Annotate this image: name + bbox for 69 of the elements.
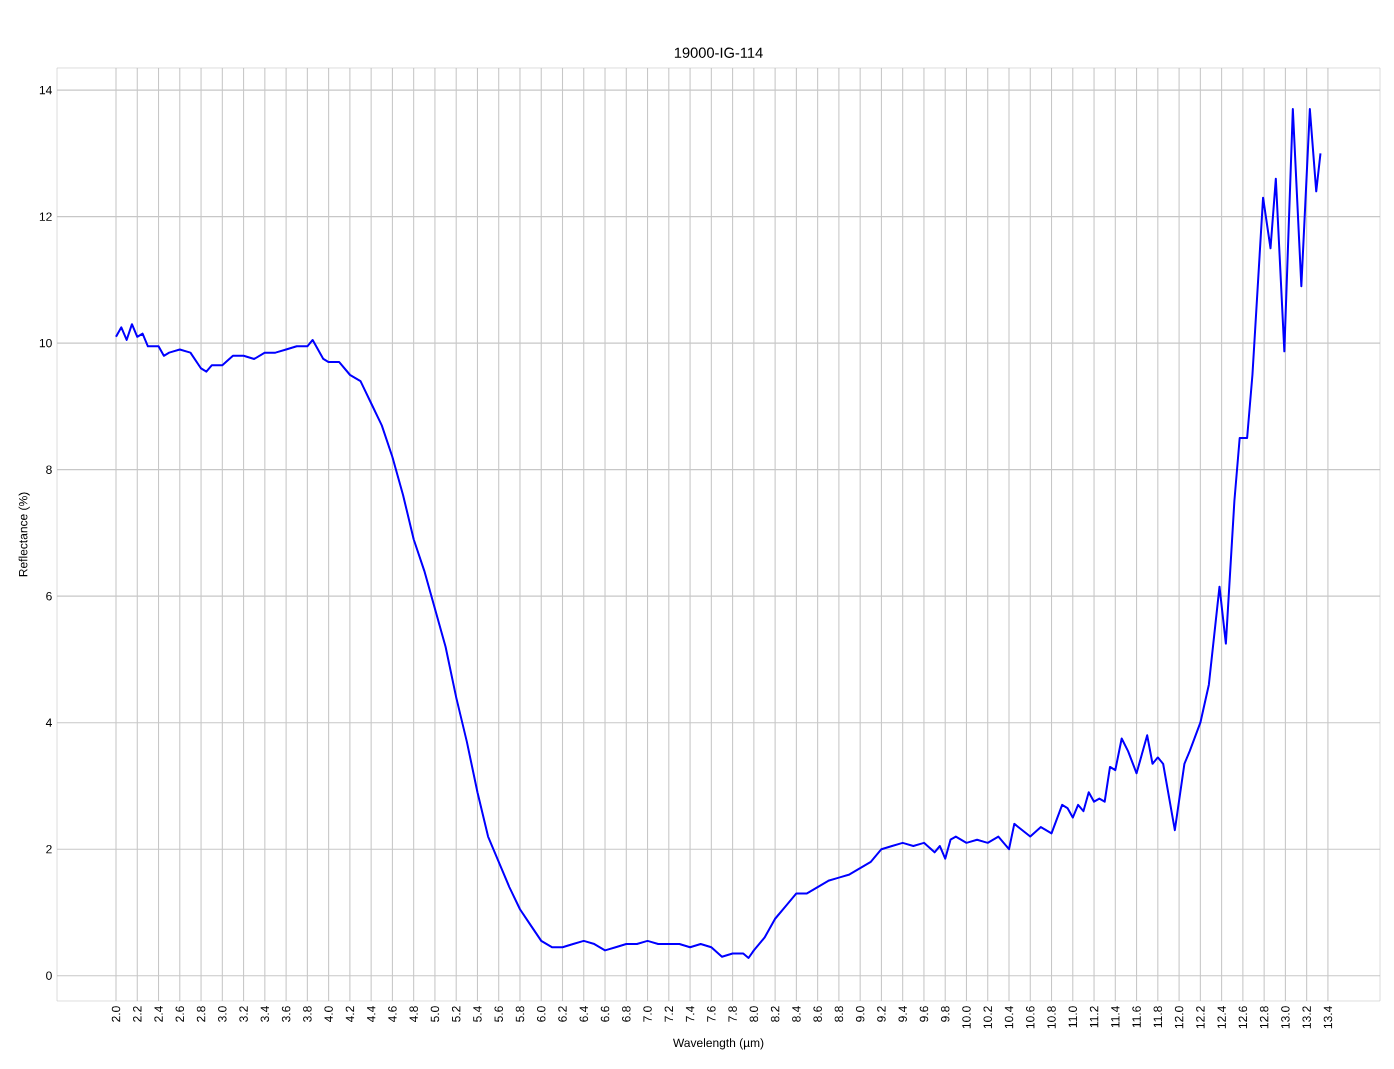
x-tick-label: 2.4: [154, 1006, 163, 1022]
x-tick-label: 3.4: [260, 1006, 270, 1022]
x-tick-label: 11.4: [1111, 1006, 1120, 1028]
x-tick-label: 12.8: [1259, 1006, 1269, 1029]
x-tick-label: 7.2: [664, 1006, 673, 1022]
y-tick-label: 8: [46, 465, 52, 474]
x-tick-label: 9.4: [898, 1006, 907, 1022]
y-tick-label: 14: [39, 85, 52, 95]
x-tick-label: 12.6: [1238, 1006, 1248, 1029]
x-tick-label: 6.2: [558, 1006, 567, 1022]
x-tick-label: 5.8: [515, 1006, 525, 1022]
x-tick-label: 10.8: [1047, 1006, 1056, 1029]
x-tick-label: 10.2: [983, 1006, 992, 1029]
x-tick-label: 12.4: [1217, 1006, 1226, 1029]
x-tick-label: 11.8: [1153, 1006, 1163, 1028]
x-tick-label: 6.0: [536, 1006, 546, 1022]
y-tick-label: 6: [46, 591, 52, 601]
x-tick-label: 5.4: [473, 1006, 482, 1022]
x-tick-label: 8.0: [749, 1006, 759, 1022]
x-tick-label: 3.6: [281, 1006, 291, 1022]
x-tick-label: 7.6: [707, 1006, 716, 1022]
x-tick-label: 13.4: [1323, 1006, 1333, 1029]
x-tick-label: 3.0: [218, 1006, 227, 1022]
y-tick-label: 4: [45, 718, 52, 727]
x-tick-label: 2.2: [133, 1006, 142, 1022]
x-tick-label: 4.6: [388, 1006, 397, 1023]
x-axis-title: Wavelength (µm): [672, 1038, 764, 1050]
y-tick-label: 10: [39, 338, 52, 348]
x-tick-label: 10.4: [1004, 1006, 1014, 1029]
y-axis-title: Reflectance (%): [18, 492, 30, 577]
x-tick-label: 9.0: [855, 1006, 865, 1022]
y-tick-label: 0: [46, 971, 52, 980]
x-tick-label: 2.6: [175, 1006, 185, 1022]
x-tick-label: 11.6: [1132, 1006, 1141, 1028]
x-tick-label: 4.8: [409, 1006, 418, 1023]
x-tick-label: 2.8: [196, 1006, 206, 1022]
x-tick-label: 13.0: [1281, 1006, 1290, 1029]
y-tick-label: 12: [39, 212, 52, 221]
x-tick-label: 8.8: [834, 1006, 844, 1022]
x-tick-label: 5.0: [430, 1006, 440, 1022]
x-tick-label: 5.2: [451, 1006, 461, 1022]
x-tick-label: 11.2: [1089, 1006, 1099, 1028]
x-tick-label: 8.6: [813, 1006, 822, 1022]
x-tick-label: 9.8: [940, 1006, 950, 1022]
x-tick-label: 9.6: [919, 1006, 929, 1022]
x-tick-label: 2.0: [111, 1006, 121, 1022]
x-tick-label: 11.0: [1068, 1006, 1078, 1028]
x-tick-label: 7.0: [643, 1006, 652, 1022]
y-tick-label: 2: [46, 844, 52, 854]
x-tick-label: 5.6: [494, 1006, 503, 1022]
x-tick-label: 6.8: [622, 1006, 631, 1022]
x-tick-label: 6.6: [600, 1006, 610, 1022]
x-tick-label: 4.0: [324, 1006, 333, 1023]
x-tick-label: 4.4: [367, 1006, 376, 1023]
x-tick-label: 12.2: [1196, 1006, 1205, 1029]
x-tick-label: 12.0: [1174, 1006, 1184, 1029]
x-tick-label: 3.2: [239, 1006, 248, 1022]
x-tick-label: 9.2: [877, 1006, 886, 1022]
x-tick-label: 10.0: [962, 1006, 971, 1029]
chart-title: 19000-IG-114: [674, 47, 763, 58]
x-tick-label: 7.4: [685, 1006, 695, 1022]
x-tick-label: 8.2: [770, 1006, 780, 1022]
x-tick-label: 4.2: [345, 1006, 355, 1023]
x-tick-label: 3.8: [303, 1006, 312, 1022]
x-tick-label: 8.4: [792, 1006, 801, 1022]
x-tick-label: 6.4: [579, 1006, 589, 1022]
x-tick-label: 7.8: [728, 1006, 737, 1022]
x-tick-label: 13.2: [1302, 1006, 1311, 1029]
x-tick-label: 10.6: [1026, 1006, 1035, 1029]
